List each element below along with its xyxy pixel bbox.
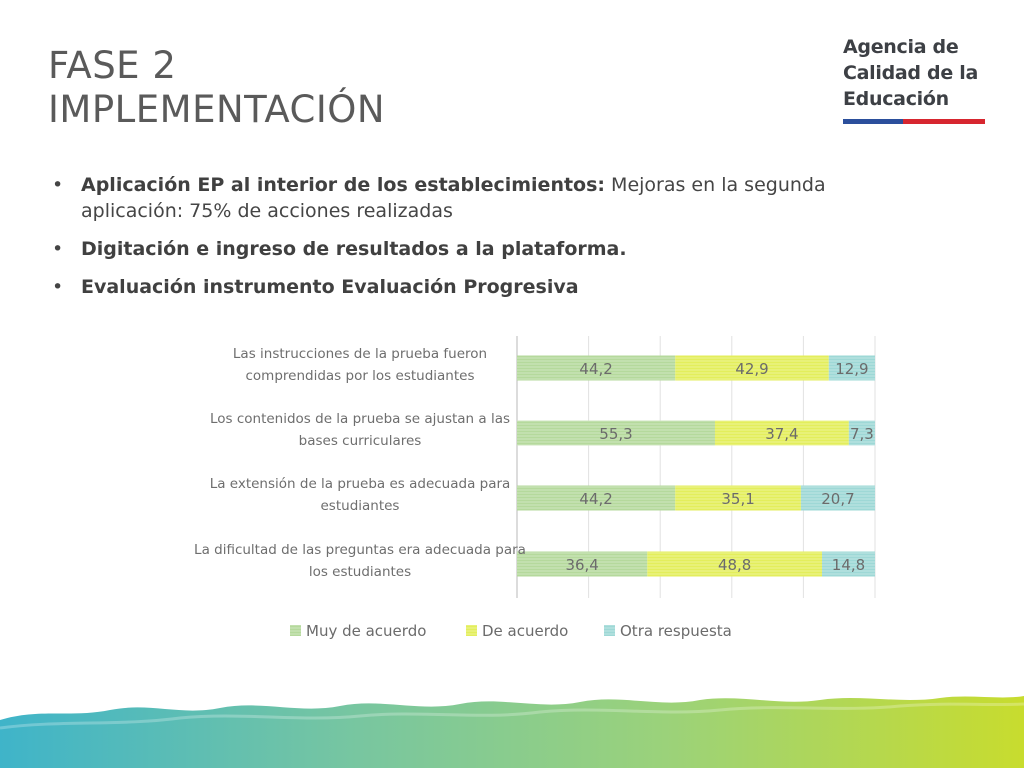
page-title: FASE 2 IMPLEMENTACIÓN	[48, 44, 385, 132]
bar-segment-texture	[647, 551, 823, 577]
category-label: los estudiantes	[309, 564, 411, 580]
logo-line-3: Educación	[843, 88, 949, 110]
legend-label: Muy de acuerdo	[306, 622, 426, 640]
stacked-bar-chart: 44,2 42,9 12,9 55,3 37,4 7,3 44,2 35,1 20,7 36,4 4…	[194, 336, 876, 640]
data-label: 37,4	[765, 425, 798, 443]
category-label: La dificultad de las preguntas era adecu…	[194, 542, 526, 558]
bullet-2-bold: Digitación e ingreso de resultados a la …	[81, 238, 627, 260]
logo-color-bar	[843, 119, 985, 124]
chart-legend: Muy de acuerdo De acuerdo Otra respuesta	[290, 622, 732, 640]
title-line-2: IMPLEMENTACIÓN	[48, 88, 386, 131]
logo-line-2: Calidad de la	[843, 62, 978, 84]
bar-segment-texture	[800, 485, 875, 511]
data-label: 42,9	[735, 360, 768, 378]
bar-segment-texture	[517, 551, 648, 577]
bullet-dot: •	[52, 276, 64, 298]
title-line-1: FASE 2	[48, 44, 177, 87]
legend-swatch-texture	[290, 625, 301, 636]
bar-segment-texture	[517, 485, 676, 511]
data-label: 48,8	[718, 556, 751, 574]
chart-bars: 44,2 42,9 12,9 55,3 37,4 7,3 44,2 35,1 20,7 36,4 4…	[517, 355, 875, 577]
logo-line-1: Agencia de	[843, 36, 959, 58]
bar-segment-texture	[822, 551, 875, 577]
bullet-list: • Aplicación EP al interior de los estab…	[48, 172, 898, 312]
category-label: bases curriculares	[299, 433, 422, 449]
logo-bar-red	[903, 119, 985, 124]
legend-swatch-texture	[604, 625, 615, 636]
bullet-item-3: • Evaluación instrumento Evaluación Prog…	[48, 274, 898, 300]
bullet-item-1: • Aplicación EP al interior de los estab…	[48, 172, 898, 224]
category-label: estudiantes	[321, 498, 400, 514]
bar-segment-texture	[675, 355, 829, 381]
bar-segment-texture	[848, 420, 875, 446]
bar-segment-texture	[828, 355, 875, 381]
legend-swatch-texture	[466, 625, 477, 636]
logo-bar-blue	[843, 119, 903, 124]
data-label: 12,9	[835, 360, 868, 378]
bullet-item-2: • Digitación e ingreso de resultados a l…	[48, 236, 898, 262]
data-label: 55,3	[599, 425, 632, 443]
data-label: 36,4	[565, 556, 598, 574]
data-label: 44,2	[579, 490, 612, 508]
data-label: 20,7	[821, 490, 854, 508]
data-label: 35,1	[721, 490, 754, 508]
category-label: La extensión de la prueba es adecuada pa…	[210, 476, 511, 492]
decorative-brush-stroke	[0, 696, 1024, 768]
agency-logo: Agencia de Calidad de la Educación	[843, 34, 993, 124]
bar-segment-texture	[517, 355, 676, 381]
data-label: 44,2	[579, 360, 612, 378]
chart-category-labels: Las instrucciones de la prueba fueron com…	[194, 346, 526, 580]
legend-label: Otra respuesta	[620, 622, 732, 640]
bullet-1-bold: Aplicación EP al interior de los estable…	[81, 174, 606, 196]
data-label: 7,3	[850, 425, 874, 443]
bullet-dot: •	[52, 174, 64, 196]
bullet-1-text: Mejoras en la segunda aplicación: 75% de…	[81, 174, 826, 222]
bar-segment-texture	[517, 420, 715, 446]
bullet-dot: •	[52, 238, 64, 260]
category-label: Las instrucciones de la prueba fueron	[233, 346, 487, 362]
category-label: Los contenidos de la prueba se ajustan a…	[210, 411, 510, 427]
bar-segment-texture	[714, 420, 849, 446]
data-label: 14,8	[832, 556, 865, 574]
bullet-3-bold: Evaluación instrumento Evaluación Progre…	[81, 276, 579, 298]
category-label: comprendidas por los estudiantes	[246, 368, 475, 384]
bar-segment-texture	[675, 485, 801, 511]
legend-label: De acuerdo	[482, 622, 568, 640]
